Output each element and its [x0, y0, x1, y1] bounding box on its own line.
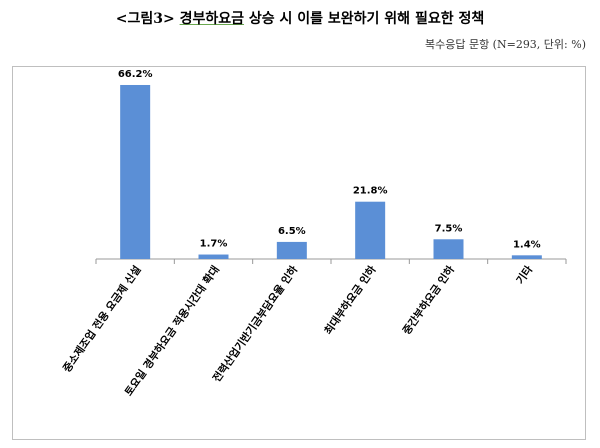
bar-value-label: 7.5% [435, 223, 463, 234]
figure-title: <그림3> 경부하요금 상승 시 이를 보완하기 위해 필요한 정책 [0, 8, 600, 28]
response-note: 복수응답 문항 (N=293, 단위: %) [424, 38, 586, 51]
bar-value-label: 1.7% [200, 239, 228, 250]
category-label: 기타 [514, 263, 536, 287]
category-label: 중소제조업 전용 요금제 신설 [60, 263, 143, 374]
bar [276, 241, 307, 259]
bar [198, 254, 229, 259]
bar-value-label: 21.8% [353, 186, 388, 197]
category-label: 전력산업기반기금부담요율 인하 [210, 263, 301, 385]
bar [433, 239, 464, 259]
bar [511, 255, 542, 259]
category-label: 중간부하요금 인하 [400, 263, 457, 337]
bar-value-label: 6.5% [278, 226, 306, 237]
title-prefix: <그림3> [115, 11, 180, 27]
title-suffix: 상승 시 이를 보완하기 위해 필요한 정책 [244, 11, 485, 27]
title-keyword: 경부하요금 [179, 11, 245, 27]
bar-value-label: 66.2% [118, 69, 153, 80]
chart-frame [12, 66, 586, 440]
bar [120, 84, 151, 259]
bar-value-label: 1.4% [513, 239, 541, 250]
category-label: 토요일 경부하요금 적용시간대 확대 [122, 263, 222, 398]
category-label: 최대부하요금 인하 [322, 263, 379, 337]
bar [355, 201, 386, 259]
